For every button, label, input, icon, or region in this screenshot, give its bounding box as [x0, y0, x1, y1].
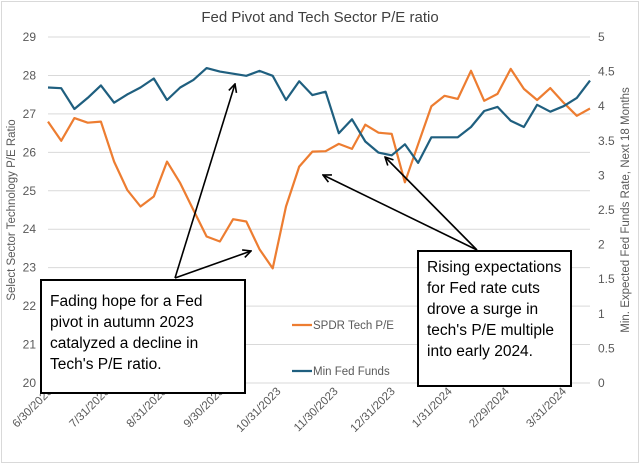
arrow-to-fed-peak: [174, 84, 235, 279]
left-tick-label: 23: [23, 261, 37, 275]
arrow-to-pe-low: [174, 251, 251, 279]
left-tick-label: 25: [23, 184, 37, 198]
right-tick-label: 0.5: [598, 341, 615, 355]
left-axis-ticks: 20 21 22 23 24 25 26 27 28 29: [23, 30, 37, 390]
annotation-rising-expectations: Rising expectations for Fed rate cuts dr…: [417, 250, 572, 387]
left-tick-label: 22: [23, 299, 37, 313]
series-line-1: [47, 66, 591, 164]
x-tick-label: 3/31/2024: [524, 385, 569, 430]
x-tick-label: 1/31/2024: [410, 385, 455, 430]
legend-label-fedfunds: Min Fed Funds: [313, 366, 390, 378]
right-tick-label: 2: [598, 238, 605, 252]
annotation-fading-hope: Fading hope for a Fed pivot in autumn 20…: [40, 279, 246, 394]
arrow-to-fed-low: [385, 157, 478, 251]
left-tick-label: 29: [23, 30, 37, 44]
left-tick-label: 20: [23, 376, 37, 390]
x-tick-label: 11/30/2023: [292, 386, 341, 435]
chart-title: Fed Pivot and Tech Sector P/E ratio: [201, 9, 438, 26]
x-tick-label: 2/29/2024: [467, 385, 512, 430]
left-tick-label: 27: [23, 107, 37, 121]
right-tick-label: 0: [598, 376, 605, 390]
right-tick-label: 1: [598, 307, 605, 321]
right-tick-label: 3: [598, 168, 605, 182]
annotation-arrows: [174, 84, 478, 279]
x-tick-label: 12/31/2023: [349, 386, 398, 435]
right-axis-ticks: 0 0.5 1 1.5 2 2.5 3 3.5 4 4.5 5: [598, 30, 615, 390]
legend-label-spdr: SPDR Tech P/E: [313, 320, 394, 332]
left-tick-label: 28: [23, 68, 37, 82]
right-tick-label: 4.5: [598, 65, 615, 79]
right-tick-label: 2.5: [598, 203, 615, 217]
right-tick-label: 5: [598, 30, 605, 44]
left-axis-title: Select Sector Technology P/E Ratio: [6, 119, 18, 300]
left-tick-label: 24: [23, 222, 37, 236]
right-tick-label: 3.5: [598, 134, 615, 148]
left-tick-label: 26: [23, 145, 37, 159]
series-line-0: [47, 67, 591, 270]
right-tick-label: 1.5: [598, 272, 615, 286]
legend: SPDR Tech P/E Min Fed Funds: [292, 320, 394, 378]
right-axis-title: Min. Expected Fed Funds Rate, Next 18 Mo…: [620, 87, 632, 333]
series-lines: [47, 66, 591, 270]
right-tick-label: 4: [598, 99, 605, 113]
arrow-to-pe-rise: [323, 175, 478, 251]
left-tick-label: 21: [23, 338, 37, 352]
